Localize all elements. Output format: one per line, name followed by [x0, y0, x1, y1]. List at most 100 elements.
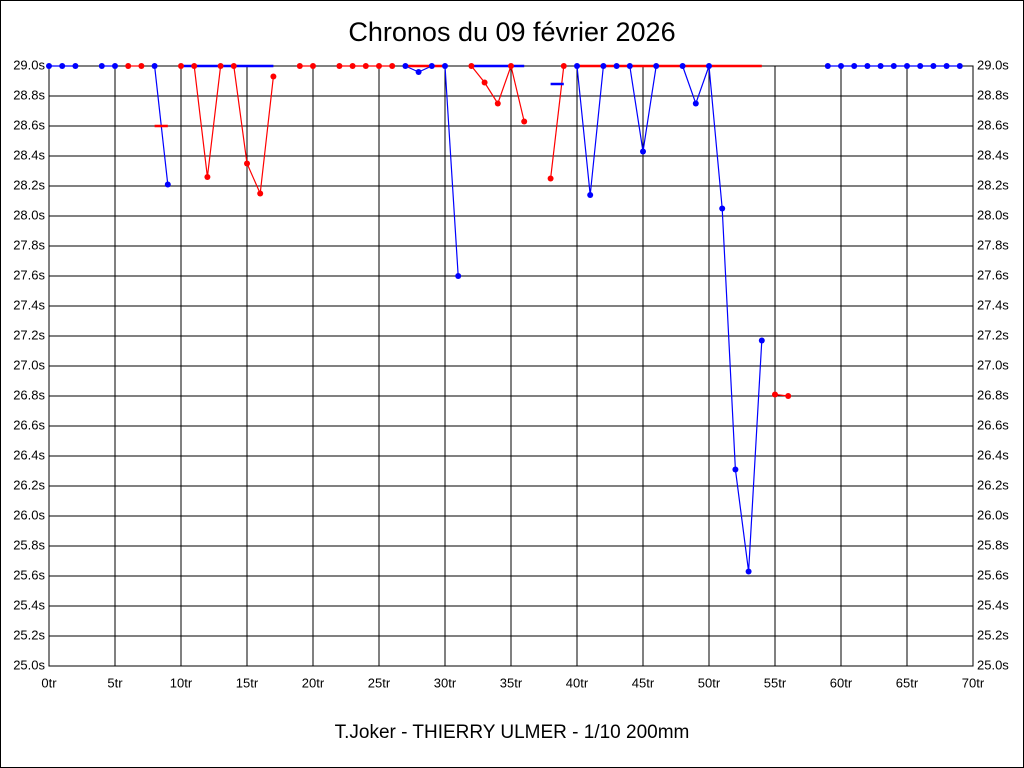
x-tick-label: 65tr	[896, 675, 919, 690]
x-tick-label: 10tr	[170, 675, 193, 690]
y-tick-label: 27.2s	[13, 327, 45, 342]
y-tick-label: 25.8s	[13, 537, 45, 552]
data-point	[824, 63, 831, 69]
data-point	[772, 391, 778, 398]
y2-tick-label: 26.0s	[977, 507, 1009, 522]
x-tick-label: 70tr	[962, 675, 985, 690]
data-point	[943, 63, 950, 69]
y2-tick-label: 27.4s	[977, 297, 1009, 312]
data-point	[468, 63, 475, 69]
x-tick-label: 35tr	[500, 675, 523, 690]
data-point	[112, 63, 118, 69]
data-point	[72, 63, 79, 69]
data-point	[785, 393, 792, 399]
data-point	[560, 63, 567, 69]
y-tick-label: 27.6s	[13, 267, 45, 282]
y-tick-label: 28.0s	[13, 207, 45, 222]
y-tick-label: 28.6s	[13, 117, 45, 132]
data-point	[679, 63, 686, 69]
data-point	[296, 63, 303, 69]
x-tick-label: 60tr	[830, 675, 853, 690]
y2-tick-label: 25.4s	[977, 597, 1009, 612]
data-point	[336, 63, 343, 69]
y2-tick-label: 28.8s	[977, 87, 1009, 102]
y-tick-label: 29.0s	[13, 57, 45, 72]
y-tick-label: 27.4s	[13, 297, 45, 312]
y2-tick-label: 26.6s	[977, 417, 1009, 432]
y-tick-label: 25.4s	[13, 597, 45, 612]
data-point	[46, 63, 52, 69]
data-point	[481, 79, 488, 86]
data-point	[692, 100, 699, 107]
y-tick-label: 27.0s	[13, 357, 45, 372]
y2-tick-label: 29.0s	[977, 57, 1009, 72]
y2-tick-label: 28.6s	[977, 117, 1009, 132]
x-tick-label: 50tr	[698, 675, 721, 690]
data-point	[310, 63, 316, 69]
y2-tick-label: 25.8s	[977, 537, 1009, 552]
y2-tick-label: 25.0s	[977, 657, 1009, 672]
x-tick-label: 25tr	[368, 675, 391, 690]
data-point	[178, 63, 184, 69]
data-point	[758, 337, 765, 344]
y-tick-label: 26.2s	[13, 477, 45, 492]
y-tick-label: 26.4s	[13, 447, 45, 462]
data-point	[455, 273, 462, 279]
data-point	[138, 63, 145, 69]
data-point	[600, 63, 607, 69]
data-point	[719, 205, 726, 212]
data-point	[877, 63, 884, 69]
x-tick-label: 45tr	[632, 675, 655, 690]
data-point	[59, 63, 66, 69]
y2-tick-label: 28.4s	[977, 147, 1009, 162]
y2-tick-label: 27.6s	[977, 267, 1009, 282]
y2-tick-label: 28.2s	[977, 177, 1009, 192]
y-tick-label: 28.8s	[13, 87, 45, 102]
x-tick-label: 0tr	[41, 675, 57, 690]
data-point	[706, 63, 712, 69]
data-point	[125, 63, 132, 69]
chart-subtitle: T.Joker - THIERRY ULMER - 1/10 200mm	[335, 722, 690, 743]
y2-tick-label: 26.2s	[977, 477, 1009, 492]
data-point	[191, 63, 198, 69]
data-point	[574, 63, 580, 69]
y-tick-label: 28.2s	[13, 177, 45, 192]
y2-tick-label: 27.0s	[977, 357, 1009, 372]
data-point	[257, 190, 264, 197]
y2-tick-label: 28.0s	[977, 207, 1009, 222]
data-point	[349, 63, 356, 69]
y-tick-label: 26.0s	[13, 507, 45, 522]
data-point	[415, 69, 422, 75]
x-tick-label: 5tr	[107, 675, 123, 690]
data-point	[587, 192, 594, 198]
data-point	[362, 63, 369, 69]
x-tick-label: 30tr	[434, 675, 457, 690]
data-point	[376, 63, 382, 69]
data-point	[230, 63, 237, 69]
data-point	[98, 63, 105, 69]
data-point	[270, 73, 277, 80]
y-tick-label: 28.4s	[13, 147, 45, 162]
data-point	[244, 160, 250, 167]
x-tick-label: 20tr	[302, 675, 325, 690]
data-point	[956, 63, 963, 69]
data-point	[428, 63, 435, 69]
data-point	[864, 63, 871, 69]
x-tick-label: 55tr	[764, 675, 787, 690]
data-point	[732, 466, 739, 473]
data-point	[389, 63, 396, 69]
data-point	[521, 118, 528, 125]
data-point	[851, 63, 858, 69]
y2-tick-label: 27.8s	[977, 237, 1009, 252]
data-point	[494, 100, 501, 107]
data-point	[890, 63, 897, 69]
data-point	[838, 63, 844, 69]
y-tick-label: 27.8s	[13, 237, 45, 252]
chart-title: Chronos du 09 février 2026	[348, 17, 675, 47]
y-tick-label: 26.8s	[13, 387, 45, 402]
data-point	[164, 181, 171, 188]
y2-tick-label: 25.6s	[977, 567, 1009, 582]
y2-tick-label: 26.4s	[977, 447, 1009, 462]
